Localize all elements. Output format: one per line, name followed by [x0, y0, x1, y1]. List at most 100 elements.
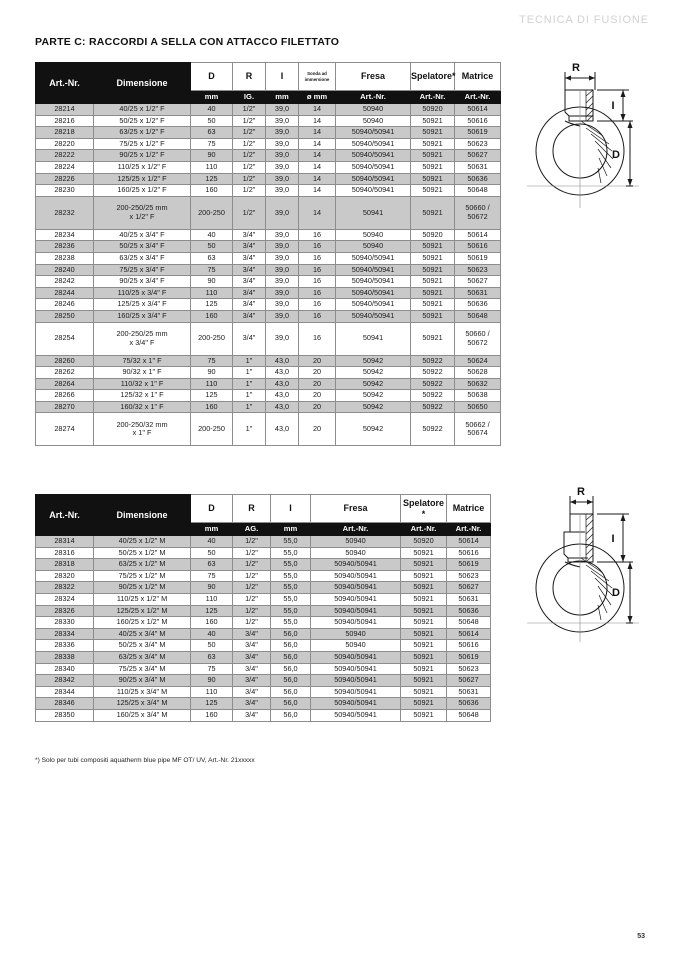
- cell-r: 1/2": [232, 195, 266, 230]
- col-r: R: [232, 62, 266, 91]
- table-row: 28314 40/25 x 1/2" M 40 1/2" 55,0 50940 50920 5…: [35, 535, 491, 548]
- table1-body: 28214 40/25 x 1/2" F 40 1/2" 39,0 14 50940 5092…: [35, 103, 501, 447]
- cell-fresa: 50942: [335, 366, 411, 379]
- cell-matr: 50616: [454, 240, 501, 253]
- cell-dim: 63/25 x 3/4" F: [93, 251, 191, 265]
- table-row: 28320 75/25 x 1/2" M 75 1/2" 55,0 50940/50941…: [35, 569, 491, 583]
- cell-d: 40: [190, 228, 233, 242]
- cell-d: 110: [190, 377, 233, 391]
- cell-r: 1/2": [232, 604, 271, 618]
- cell-dim: 200-250/32 mm x 1" F: [93, 412, 191, 447]
- table-row: 28342 90/25 x 3/4" M 90 3/4" 56,0 50940/50941…: [35, 674, 491, 687]
- cell-spel: 50921: [410, 298, 455, 311]
- cell-matr: 50623: [454, 137, 501, 151]
- cell-fresa: 50940/50941: [335, 149, 411, 162]
- cell-spel: 50921: [410, 160, 455, 174]
- table-row: 28262 90/32 x 1" F 90 1" 43,0 20 50942 50922 506…: [35, 366, 501, 379]
- cell-art: 28234: [35, 228, 94, 242]
- cell-matr: 50616: [446, 546, 491, 560]
- table-row: 28344 110/25 x 3/4" M 110 3/4" 56,0 50940/509…: [35, 685, 491, 699]
- cell-i: 39,0: [265, 184, 299, 197]
- cell-d: 200-250: [190, 321, 233, 356]
- cell-dim: 90/25 x 1/2" M: [93, 581, 191, 594]
- cell-d: 200-250: [190, 195, 233, 230]
- cell-matr: 50662 /50674: [454, 412, 501, 447]
- cell-spel: 50921: [410, 126, 455, 139]
- cell-spel: 50921: [400, 639, 447, 652]
- cell-i: 39,0: [265, 126, 299, 139]
- table-row: 28232 200-250/25 mm x 1/2" F 200-250 1/2" 39,…: [35, 195, 501, 230]
- cell-d: 40: [190, 627, 233, 641]
- cell-spel: 50921: [410, 240, 455, 253]
- cell-fresa: 50940: [310, 627, 401, 641]
- cell-i: 39,0: [265, 240, 299, 253]
- cell-i: 56,0: [270, 627, 311, 641]
- table2-body: 28314 40/25 x 1/2" M 40 1/2" 55,0 50940 50920 5…: [35, 535, 491, 722]
- cell-d: 40: [190, 535, 233, 548]
- cell-matr: 50628: [454, 366, 501, 379]
- cell-spel: 50922: [410, 389, 455, 402]
- cell-matr: 50660 /50672: [454, 321, 501, 356]
- cell-spel: 50921: [400, 604, 447, 618]
- running-header: TECNICA DI FUSIONE: [519, 14, 649, 26]
- cell-r: 1/2": [232, 137, 266, 151]
- cell-dim: 200-250/25 mm x 3/4" F: [93, 321, 191, 356]
- table-row: 28346 125/25 x 3/4" M 125 3/4" 56,0 50940/509…: [35, 697, 491, 710]
- cell-art: 28244: [35, 286, 94, 300]
- cell-fresa: 50940: [335, 103, 411, 116]
- table-row: 28270 160/32 x 1" F 160 1" 43,0 20 50942 50922 5…: [35, 400, 501, 414]
- cell-dim: 160/25 x 3/4" M: [93, 708, 191, 722]
- cell-art: 28334: [35, 627, 94, 641]
- cell-sonda: 16: [298, 263, 336, 277]
- cell-dim: 90/25 x 1/2" F: [93, 149, 191, 162]
- cell-dim: 50/25 x 1/2" F: [93, 114, 191, 128]
- table-row: 28224 110/25 x 1/2" F 110 1/2" 39,0 14 50940/5…: [35, 160, 501, 174]
- cell-fresa: 50940: [310, 546, 401, 560]
- cell-art: 28274: [35, 412, 94, 447]
- cell-sonda: 16: [298, 240, 336, 253]
- cell-spel: 50920: [410, 103, 455, 116]
- table-row: 28322 90/25 x 1/2" M 90 1/2" 55,0 50940/50941…: [35, 581, 491, 594]
- col-matrice: Matrice: [446, 494, 491, 523]
- cell-fresa: 50940: [310, 639, 401, 652]
- cell-matr: 50648: [446, 616, 491, 629]
- col-dimensione: Dimensione: [93, 494, 191, 536]
- cell-d: 90: [190, 275, 233, 288]
- cell-sonda: 14: [298, 103, 336, 116]
- cell-r: 1/2": [232, 546, 271, 560]
- cell-fresa: 50940: [335, 240, 411, 253]
- cell-sonda: 16: [298, 275, 336, 288]
- table-row: 28246 125/25 x 3/4" F 125 3/4" 39,0 16 50940/5…: [35, 298, 501, 311]
- col-i: I: [265, 62, 299, 91]
- col-sonda-immersione: Sonda ad immersione: [298, 62, 336, 91]
- cell-i: 56,0: [270, 685, 311, 699]
- cell-art: 28220: [35, 137, 94, 151]
- table-row: 28238 63/25 x 3/4" F 63 3/4" 39,0 16 50940/509…: [35, 251, 501, 265]
- cell-matr: 50636: [454, 172, 501, 186]
- table-row: 28350 160/25 x 3/4" M 160 3/4" 56,0 50940/509…: [35, 708, 491, 722]
- cell-r: 1": [232, 400, 266, 414]
- cell-spel: 50921: [410, 184, 455, 197]
- cell-matr: 50650: [454, 400, 501, 414]
- col-fresa: Fresa: [335, 62, 411, 91]
- cell-matr: 50648: [454, 309, 501, 323]
- cell-sonda: 20: [298, 366, 336, 379]
- cell-d: 125: [190, 604, 233, 618]
- cell-sonda: 14: [298, 160, 336, 174]
- cell-dim: 50/25 x 3/4" F: [93, 240, 191, 253]
- cell-spel: 50921: [410, 321, 455, 356]
- cell-d: 110: [190, 286, 233, 300]
- cell-i: 43,0: [265, 377, 299, 391]
- cell-dim: 160/32 x 1" F: [93, 400, 191, 414]
- cell-r: 1/2": [232, 172, 266, 186]
- cell-dim: 110/25 x 3/4" F: [93, 286, 191, 300]
- cell-matr: 50624: [454, 354, 501, 368]
- figure1-label-d: D: [612, 149, 620, 161]
- cell-dim: 125/25 x 3/4" M: [93, 697, 191, 710]
- cell-i: 55,0: [270, 546, 311, 560]
- cell-fresa: 50942: [335, 354, 411, 368]
- cell-spel: 50921: [410, 286, 455, 300]
- cell-i: 39,0: [265, 309, 299, 323]
- table-row: 28240 75/25 x 3/4" F 75 3/4" 39,0 16 50940/509…: [35, 263, 501, 277]
- col-art-nr: Art.-Nr.: [35, 494, 94, 536]
